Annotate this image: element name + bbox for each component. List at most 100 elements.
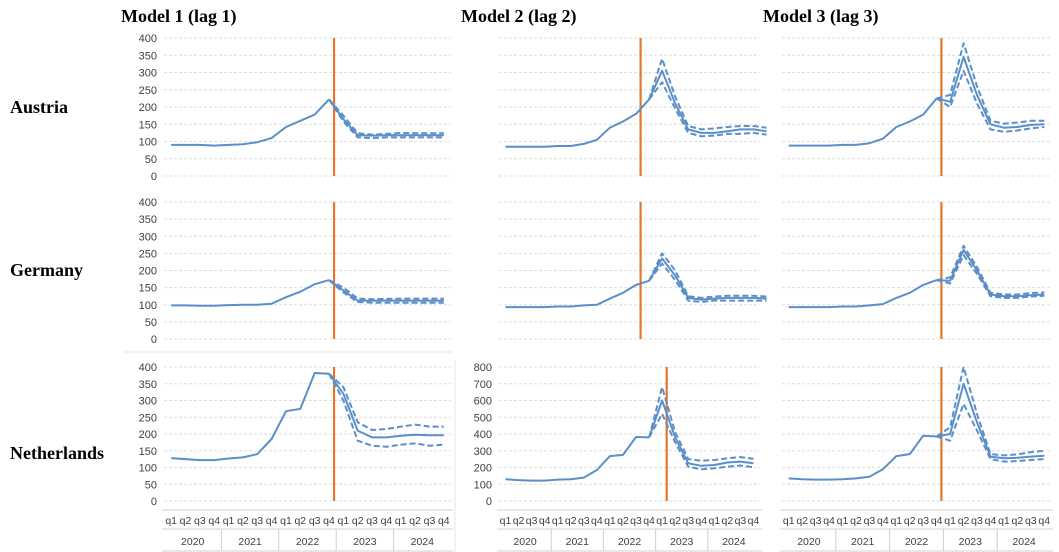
lower-bound-line	[328, 373, 444, 448]
x-tick-quarter-label: q1	[783, 515, 795, 527]
lower-bound-line	[936, 69, 1045, 133]
y-tick-label: 350	[139, 50, 157, 62]
upper-bound-line	[936, 366, 1045, 457]
y-tick-label: 50	[145, 317, 157, 329]
x-tick-quarter-label: q3	[251, 515, 263, 527]
upper-bound-line	[936, 244, 1045, 296]
x-tick-quarter-label: q3	[194, 515, 206, 527]
row-label-netherlands: Netherlands	[10, 443, 104, 463]
lower-bound-line	[648, 81, 767, 138]
lower-bound-line	[328, 279, 444, 304]
actual-series-line	[505, 279, 650, 309]
panel-germany-model3	[782, 201, 1051, 340]
x-tick-quarter-label: q1	[890, 515, 902, 527]
x-tick-quarter-label: q4	[1038, 515, 1050, 527]
actual-series-line	[788, 97, 938, 147]
x-tick-quarter-label: q3	[1025, 515, 1037, 527]
forecast-series-line	[328, 279, 444, 302]
y-tick-label: 350	[139, 214, 157, 226]
x-tick-quarter-label: q2	[409, 515, 421, 527]
y-tick-label: 600	[474, 396, 492, 408]
y-tick-label: 100	[139, 137, 157, 149]
y-tick-label: 150	[139, 283, 157, 295]
x-tick-year-label: 2021	[566, 536, 590, 548]
x-tick-quarter-label: q3	[917, 515, 929, 527]
x-tick-quarter-label: q2	[722, 515, 734, 527]
x-tick-quarter-label: q4	[643, 515, 655, 527]
y-tick-label: 250	[139, 248, 157, 260]
x-tick-quarter-label: q4	[381, 515, 393, 527]
x-tick-quarter-label: q1	[280, 515, 292, 527]
x-tick-quarter-label: q1	[500, 515, 512, 527]
column-title-3: Model 3 (lag 3)	[763, 6, 878, 27]
forecast-series-line	[648, 257, 767, 301]
column-title-2: Model 2 (lag 2)	[461, 6, 576, 27]
y-tick-label: 300	[474, 446, 492, 458]
x-tick-quarter-label: q4	[539, 515, 551, 527]
x-tick-quarter-label: q3	[682, 515, 694, 527]
x-tick-quarter-label: q3	[309, 515, 321, 527]
x-tick-quarter-label: q2	[617, 515, 629, 527]
x-tick-quarter-label: q2	[904, 515, 916, 527]
x-tick-quarter-label: q3	[366, 515, 378, 527]
y-tick-label: 700	[474, 379, 492, 391]
x-tick-quarter-label: q2	[796, 515, 808, 527]
x-tick-year-label: 2024	[411, 536, 435, 548]
x-tick-quarter-label: q1	[708, 515, 720, 527]
x-tick-quarter-label: q3	[735, 515, 747, 527]
lower-bound-line	[648, 412, 754, 471]
y-tick-label: 200	[139, 266, 157, 278]
x-tick-year-label: 2023	[959, 536, 983, 548]
y-tick-label: 500	[474, 412, 492, 424]
y-tick-label: 300	[139, 231, 157, 243]
x-tick-year-label: 2023	[670, 536, 694, 548]
lower-bound-line	[648, 262, 767, 303]
panel-austria-model1: 0 50 100 150 200 250 300 350 400	[139, 33, 451, 183]
y-tick-label: 100	[139, 300, 157, 312]
x-tick-year-label: 2021	[851, 536, 875, 548]
upper-bound-line	[648, 386, 754, 462]
upper-bound-line	[936, 42, 1045, 125]
x-tick-quarter-label: q1	[998, 515, 1010, 527]
x-tick-quarter-label: q1	[656, 515, 668, 527]
x-tick-quarter-label: q4	[695, 515, 707, 527]
forecast-series-line	[328, 373, 444, 439]
y-tick-label: 200	[139, 429, 157, 441]
x-tick-quarter-label: q2	[669, 515, 681, 527]
x-tick-year-label: 2020	[797, 536, 821, 548]
upper-bound-line	[648, 252, 767, 299]
x-tick-quarter-label: q1	[223, 515, 235, 527]
y-tick-label: 200	[139, 102, 157, 114]
panel-austria-model2	[499, 37, 767, 177]
x-tick-quarter-label: q2	[850, 515, 862, 527]
x-tick-quarter-label: q2	[180, 515, 192, 527]
x-tick-quarter-label: q3	[424, 515, 436, 527]
forecast-series-line	[648, 399, 754, 467]
panel-germany-model1: 0 50 100 150 200 250 300 350 400	[139, 197, 451, 346]
x-tick-quarter-label: q4	[877, 515, 889, 527]
x-tick-quarter-label: q3	[810, 515, 822, 527]
x-tick-quarter-label: q1	[604, 515, 616, 527]
actual-series-line	[171, 98, 330, 147]
row-label-germany: Germany	[10, 260, 83, 280]
y-tick-label: 0	[151, 496, 157, 508]
actual-series-line	[788, 279, 938, 309]
y-tick-label: 0	[486, 496, 492, 508]
x-tick-quarter-label: q2	[294, 515, 306, 527]
y-tick-label: 150	[139, 446, 157, 458]
x-tick-quarter-label: q3	[864, 515, 876, 527]
x-tick-quarter-label: q4	[266, 515, 278, 527]
x-tick-year-label: 2021	[238, 536, 262, 548]
panel-netherlands-model3: q1 q2 q3 q4 q1 q2 q3 q4 q1 q2 q3 q4 q1 q2 q3 q4 q1 q2 q3 q4…	[780, 366, 1053, 552]
forecast-series-line	[936, 56, 1045, 129]
y-tick-label: 100	[139, 463, 157, 475]
x-tick-quarter-label: q3	[630, 515, 642, 527]
y-tick-label: 250	[139, 412, 157, 424]
x-tick-quarter-label: q4	[748, 515, 760, 527]
y-tick-label: 50	[145, 154, 157, 166]
y-tick-label: 300	[139, 68, 157, 80]
lower-bound-line	[936, 402, 1045, 463]
row-label-austria: Austria	[10, 97, 68, 117]
